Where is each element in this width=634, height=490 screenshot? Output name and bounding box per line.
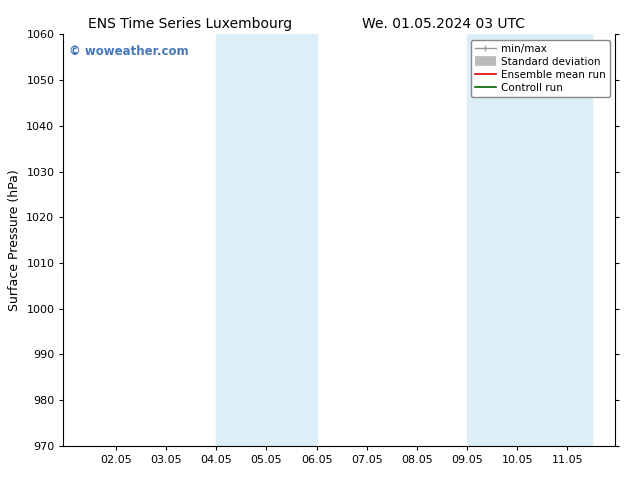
Bar [467, 34, 592, 446]
Bar [216, 34, 316, 446]
Y-axis label: Surface Pressure (hPa): Surface Pressure (hPa) [8, 169, 21, 311]
Text: © woweather.com: © woweather.com [69, 45, 188, 58]
Text: We. 01.05.2024 03 UTC: We. 01.05.2024 03 UTC [362, 17, 526, 31]
Legend: min/max, Standard deviation, Ensemble mean run, Controll run: min/max, Standard deviation, Ensemble me… [470, 40, 610, 97]
Text: ENS Time Series Luxembourg: ENS Time Series Luxembourg [88, 17, 292, 31]
